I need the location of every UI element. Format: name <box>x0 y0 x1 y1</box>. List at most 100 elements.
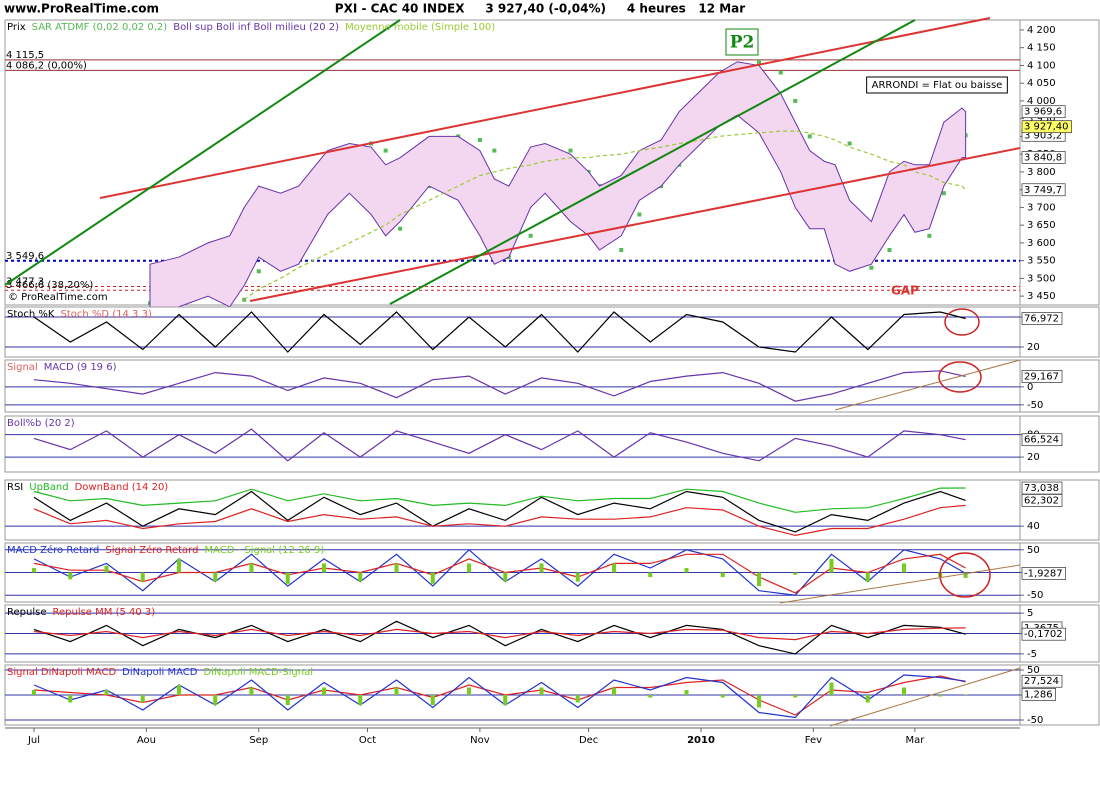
sar-dot <box>637 212 642 217</box>
x-tick-label: 2010 <box>687 735 715 746</box>
legend-entry: DiNapoli MACD <box>122 667 198 678</box>
y-tick-label: 0 <box>1027 382 1033 393</box>
chart-title: PXI - CAC 40 INDEX 3 927,40 (-0,04%) 4 h… <box>335 2 745 16</box>
trend-lines <box>4 17 1021 727</box>
histogram-bar <box>720 695 725 698</box>
y-tick-label: -50 <box>1027 715 1043 726</box>
value-badge-label: -1,9287 <box>1024 568 1063 579</box>
annotation-box <box>725 28 759 56</box>
legend-entry: Stoch %K <box>7 309 55 320</box>
histogram-bar <box>757 695 761 708</box>
histogram-bar <box>104 690 109 695</box>
circle-annotation <box>938 361 982 393</box>
series-line <box>33 548 966 596</box>
sar-dot <box>757 59 761 64</box>
value-badge <box>1021 688 1056 701</box>
y-tick-label: 20 <box>1027 342 1040 353</box>
value-badge-label: 3 969,6 <box>1024 107 1062 118</box>
value-badge <box>1021 120 1072 134</box>
value-badge <box>1021 627 1066 641</box>
trend-line <box>829 667 1021 727</box>
legend-entry: MACD (9 19 6) <box>44 362 117 373</box>
y-tick-label: 3 500 <box>1027 273 1056 284</box>
sar-dot <box>847 141 852 146</box>
histogram-bar <box>68 572 73 580</box>
y-tick-label: 3 600 <box>1027 238 1056 249</box>
level-label: 4 086,2 (0,00%) <box>6 60 87 71</box>
y-tick-label: 3 550 <box>1027 256 1056 267</box>
value-badge <box>1021 494 1063 507</box>
y-tick-label: 40 <box>1027 521 1040 532</box>
value-badge <box>1021 567 1066 580</box>
legend-entry: Repulse MM (5 40 3) <box>52 607 155 618</box>
annotation: © ProRealTime.com <box>8 292 108 303</box>
legend-entry: Prix <box>7 22 26 33</box>
value-badge-label: 3 903,2 <box>1024 130 1062 141</box>
trend-line <box>834 359 1021 411</box>
axis-area <box>1019 359 1100 413</box>
histogram-bar <box>684 567 689 573</box>
y-tick-label: 50 <box>1027 545 1040 556</box>
legend-entry: DownBand (14 20) <box>75 482 169 493</box>
histogram-bar <box>902 687 906 695</box>
histogram-bar <box>865 695 870 703</box>
y-tick-label: 4 200 <box>1027 25 1056 36</box>
y-tick-label: -50 <box>1027 590 1043 601</box>
circle-annotation <box>944 308 980 336</box>
y-tick-label: 3 650 <box>1027 220 1056 231</box>
sar-dot <box>927 233 932 238</box>
panel-frame <box>4 479 1021 541</box>
series-line <box>243 130 967 301</box>
histogram-bar <box>575 695 580 703</box>
histogram-bar <box>648 572 653 578</box>
sar-dot <box>398 226 403 231</box>
histogram-bar <box>285 572 290 584</box>
legend-entry: Signal DiNapoli MACD <box>7 667 116 678</box>
value-badge <box>1021 370 1063 383</box>
y-tick-label: 4 000 <box>1027 96 1056 107</box>
value-badge-label: 1,286 <box>1024 689 1053 700</box>
series-line <box>33 370 966 402</box>
x-tick-label: Mar <box>905 735 925 746</box>
annotation-box <box>866 76 1008 94</box>
histogram-bar <box>963 694 968 695</box>
histogram-bar <box>612 687 616 695</box>
legend-entry: UpBand <box>29 482 68 493</box>
series-line <box>33 487 966 513</box>
series-line <box>33 504 966 537</box>
histogram-bar <box>177 685 181 695</box>
value-badge-label: 62,302 <box>1024 495 1059 506</box>
sar-dot <box>242 297 247 302</box>
trend-line <box>389 19 916 305</box>
legend-entry: Boll sup Boll inf Boll milieu (20 2) <box>173 22 339 33</box>
series-line <box>33 428 966 462</box>
histogram-bar <box>140 572 145 582</box>
histogram-bar <box>358 695 363 705</box>
histogram-bar <box>612 563 616 573</box>
sar-dot <box>869 265 874 270</box>
histogram-bar <box>32 567 36 573</box>
legend-entry: RSI <box>7 482 23 493</box>
legend-entry: Stoch %D (14 3 3) <box>60 309 151 320</box>
y-tick-label: 4 100 <box>1027 60 1056 71</box>
y-tick-label: 4 050 <box>1027 78 1056 89</box>
histogram-bar <box>467 687 471 695</box>
value-badge <box>1021 481 1063 495</box>
sar-dot <box>477 137 482 142</box>
circle-annotation <box>939 552 991 598</box>
legend-entry: SAR ATDMF (0,02 0,02 0,2) <box>32 22 168 33</box>
x-tick-label: Jul <box>27 735 40 746</box>
y-tick-label: 3 950 <box>1027 114 1056 125</box>
annotation: GAP <box>891 284 919 298</box>
histogram-bar <box>140 695 145 703</box>
legend-entry: DiNapoli MACD-Signal <box>203 667 313 678</box>
series-line <box>33 490 966 533</box>
panel-frame <box>4 415 1021 473</box>
sar-dot <box>568 148 573 153</box>
histogram-bar <box>720 572 725 578</box>
x-tick-label: Sep <box>249 735 268 746</box>
histogram-bar <box>902 563 906 573</box>
legend-entry: Boll%b (20 2) <box>7 418 75 429</box>
y-tick-label: 20 <box>1027 452 1040 463</box>
